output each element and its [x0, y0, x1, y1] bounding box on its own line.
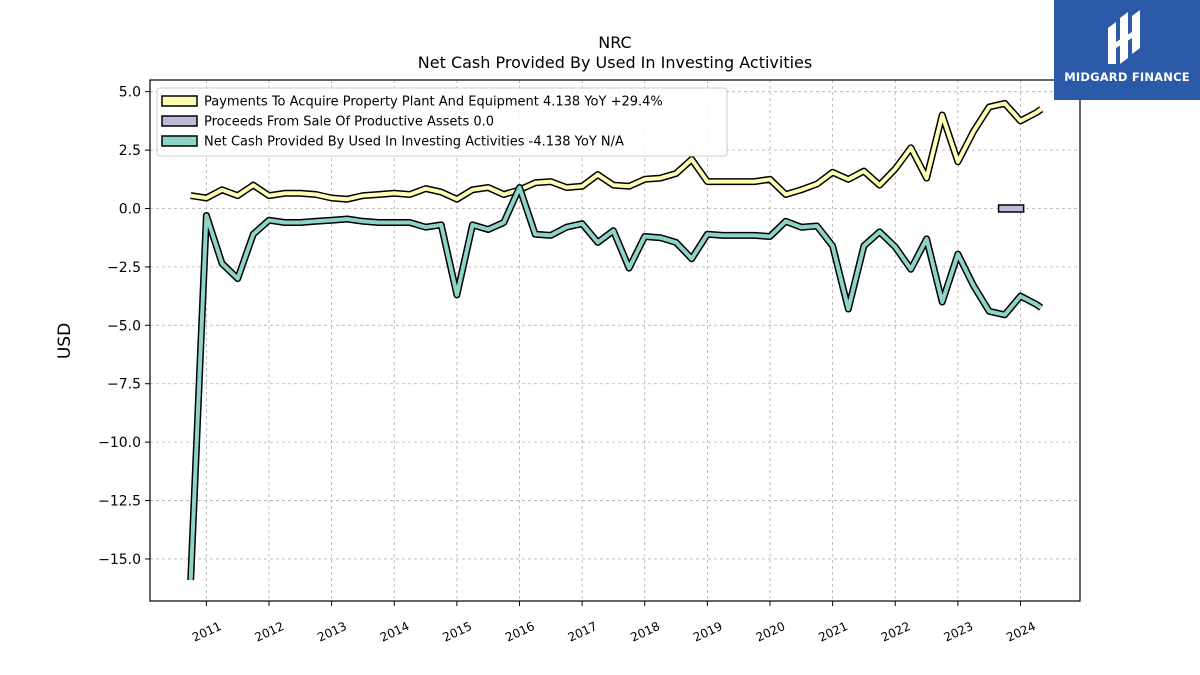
chart-subtitle: Net Cash Provided By Used In Investing A…	[418, 53, 812, 72]
x-tick-label: 2012	[253, 619, 287, 645]
legend-swatch	[161, 135, 198, 147]
plot-frame	[149, 79, 1081, 602]
y-tick-label: −15.0	[98, 552, 141, 568]
series-layer	[187, 99, 1044, 581]
brand-name: MIDGARD FINANCE	[1064, 70, 1190, 84]
y-tick-label: −10.0	[98, 435, 141, 451]
x-axis: 2011 2012 2013 2014 2015 2016 2017 2018 2019 2020…	[190, 601, 1038, 645]
legend-swatch	[161, 95, 198, 107]
chart-title: NRC	[598, 33, 631, 52]
y-tick-label: −2.5	[107, 260, 141, 276]
x-tick-label: 2019	[691, 619, 725, 645]
y-axis: 5.0 2.5 0.0 −2.5 −5.0 −7.5 −10.0 −12.5 −15.0	[98, 85, 150, 568]
x-tick-label: 2015	[441, 619, 475, 645]
series-line-2	[188, 185, 1043, 581]
grid-lines	[150, 80, 1080, 601]
legend-swatch	[161, 115, 198, 127]
x-tick-label: 2024	[1004, 619, 1038, 645]
x-tick-label: 2013	[315, 619, 349, 645]
x-tick-label: 2014	[378, 619, 412, 645]
legend-entry: Proceeds From Sale Of Productive Assets …	[204, 115, 494, 130]
x-tick-label: 2011	[190, 619, 224, 645]
legend-entry: Net Cash Provided By Used In Investing A…	[204, 135, 624, 150]
series-line-0	[190, 101, 1043, 202]
y-tick-label: 5.0	[119, 85, 141, 101]
x-tick-label: 2022	[879, 619, 913, 645]
x-tick-label: 2021	[816, 619, 850, 645]
legend-box	[156, 87, 728, 157]
y-tick-label: 2.5	[119, 143, 141, 159]
series-bar-1	[997, 204, 1025, 213]
legend-entry: Payments To Acquire Property Plant And E…	[204, 95, 663, 110]
legend: Payments To Acquire Property Plant And E…	[156, 87, 728, 157]
y-tick-label: 0.0	[119, 201, 141, 217]
y-axis-label: USD	[55, 323, 75, 359]
y-tick-label: −12.5	[98, 494, 141, 510]
y-tick-label: −7.5	[107, 377, 141, 393]
x-tick-label: 2020	[754, 619, 788, 645]
x-tick-label: 2016	[503, 619, 537, 645]
midgard-logo-icon	[1108, 10, 1140, 64]
y-tick-label: −5.0	[107, 318, 141, 334]
x-tick-label: 2023	[942, 619, 976, 645]
brand-logo: MIDGARD FINANCE	[1054, 0, 1200, 100]
x-tick-label: 2018	[628, 619, 662, 645]
x-tick-label: 2017	[566, 619, 600, 645]
